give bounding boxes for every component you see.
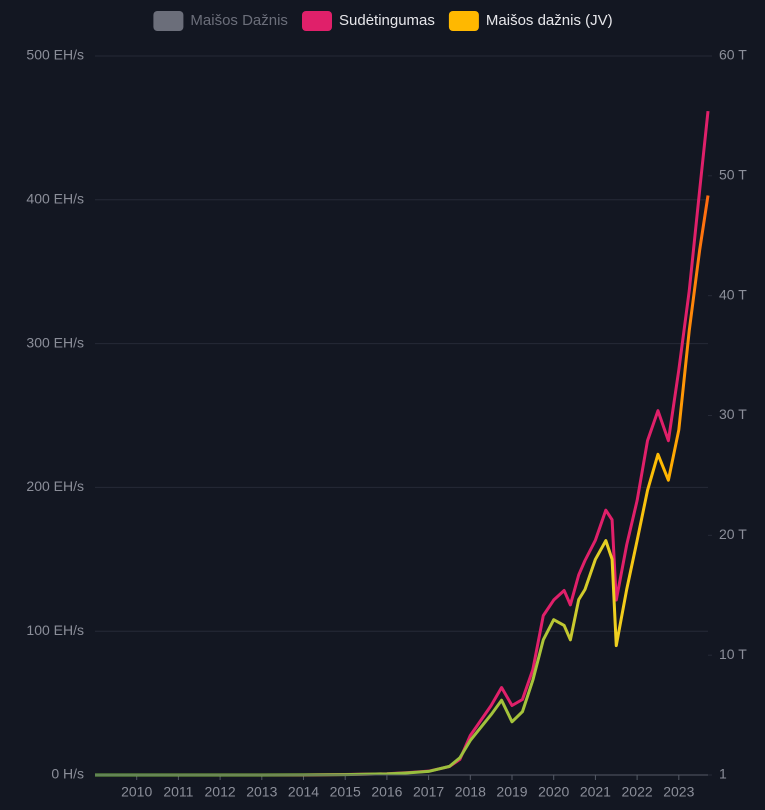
- x-tick-label: 2012: [205, 784, 236, 800]
- series-line: [95, 110, 710, 777]
- series: [95, 110, 710, 777]
- y2-tick-label: 1: [719, 766, 727, 782]
- x-tick-label: 2023: [663, 784, 694, 800]
- legend-label: Sudėtingumas: [339, 12, 435, 29]
- legend-swatch: [302, 11, 332, 31]
- legend-item[interactable]: Maišos Dažnis: [153, 11, 288, 31]
- x-tick-label: 2015: [330, 784, 361, 800]
- legend: Maišos Dažnis Sudėtingumas Maišos dažnis (…: [153, 11, 613, 31]
- x-tick-label: 2010: [121, 784, 152, 800]
- legend-item[interactable]: Sudėtingumas: [302, 11, 435, 31]
- x-tick-label: 2016: [371, 784, 402, 800]
- x-tick-label: 2017: [413, 784, 444, 800]
- legend-label: Maišos Dažnis: [190, 12, 288, 29]
- x-tick-label: 2013: [246, 784, 277, 800]
- y-tick-label: 400 EH/s: [26, 191, 84, 207]
- axes: 0 H/s 100 EH/s 200 EH/s 300 EH/s 400 EH/s 500…: [26, 47, 747, 800]
- x-tick-label: 2019: [496, 784, 527, 800]
- x-tick-label: 2011: [163, 784, 193, 800]
- y2-tick-label: 20 T: [719, 526, 747, 542]
- y2-tick-label: 40 T: [719, 286, 747, 302]
- y-tick-label: 200 EH/s: [26, 478, 84, 494]
- x-tick-label: 2020: [538, 784, 569, 800]
- legend-swatch: [153, 11, 184, 31]
- y-tick-label: 100 EH/s: [26, 622, 84, 638]
- legend-label: Maišos dažnis (JV): [486, 12, 613, 29]
- y2-tick-label: 50 T: [719, 167, 747, 183]
- series-line: [95, 195, 710, 777]
- y-tick-label: 300 EH/s: [26, 334, 84, 350]
- y-tick-label: 0 H/s: [51, 766, 84, 782]
- x-tick-label: 2021: [580, 784, 611, 800]
- x-tick-label: 2014: [288, 784, 319, 800]
- legend-item[interactable]: Maišos dažnis (JV): [448, 11, 613, 31]
- y2-tick-label: 60 T: [719, 47, 747, 63]
- grid: [95, 55, 708, 776]
- x-tick-label: 2022: [622, 784, 653, 800]
- x-tick-label: 2018: [455, 784, 486, 800]
- legend-swatch: [448, 11, 479, 31]
- y2-tick-label: 10 T: [719, 646, 747, 662]
- y2-tick-label: 30 T: [719, 406, 747, 422]
- y-tick-label: 500 EH/s: [26, 47, 84, 63]
